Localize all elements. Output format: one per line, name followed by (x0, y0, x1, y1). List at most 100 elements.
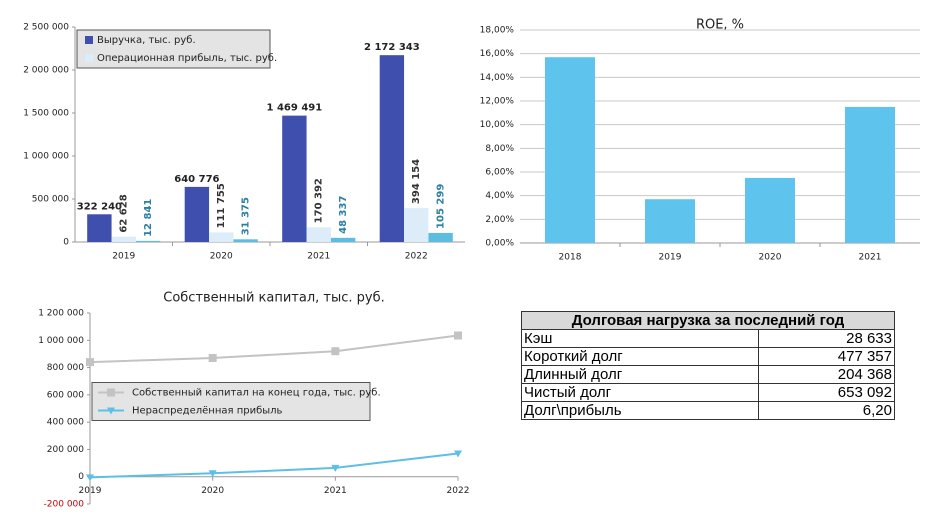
y-tick-label: 18,00% (480, 26, 515, 36)
y-tick-label: 800 000 (47, 363, 84, 373)
legend-label: Выручка, тыс. руб. (97, 35, 196, 46)
marker (331, 347, 340, 356)
y-tick-label: 6,00% (485, 168, 514, 178)
y-tick-label: 10,00% (480, 120, 515, 130)
chart-title: ROE, % (696, 18, 744, 33)
data-label: 48 337 (338, 196, 349, 234)
table-row: Долг\прибыль 6,20 (520, 401, 895, 420)
bar (209, 232, 234, 242)
table-row: Чистый долг 653 092 (520, 383, 895, 402)
y-tick-label: 2,00% (485, 215, 514, 225)
table-value: 477 357 (758, 347, 895, 366)
y-tick-label: 200 000 (47, 445, 84, 455)
x-tick-label: 2021 (324, 486, 347, 496)
table-label: Чистый долг (520, 383, 760, 402)
marker (331, 464, 340, 472)
bar (404, 208, 429, 242)
bar (845, 106, 895, 244)
y-tick-label: -200 000 (44, 500, 85, 510)
bar (428, 232, 453, 242)
legend-swatch (85, 54, 93, 62)
y-tick-label: 8,00% (485, 144, 514, 154)
chart-title: Собственный капитал, тыс. руб. (163, 291, 385, 306)
y-tick-label: 12,00% (480, 97, 515, 107)
data-label: 2 172 343 (364, 42, 420, 53)
bar (330, 237, 356, 242)
table-value: 28 633 (758, 329, 895, 348)
table-value: 653 092 (758, 383, 895, 402)
marker (208, 470, 217, 478)
marker (86, 474, 94, 482)
x-tick-label: 2022 (447, 486, 470, 496)
data-label: 111 755 (216, 183, 227, 228)
bar (379, 55, 405, 243)
legend-swatch (107, 388, 115, 397)
y-tick-label: 1 000 000 (38, 336, 84, 346)
line (89, 334, 459, 364)
legend-box (76, 29, 271, 69)
x-tick-label: 2022 (405, 252, 428, 262)
marker (86, 358, 94, 367)
data-label: 105 299 (436, 184, 447, 229)
x-tick-label: 2018 (559, 253, 582, 263)
bar (135, 240, 161, 242)
data-label: 62 628 (119, 194, 130, 232)
x-tick-label: 2020 (210, 252, 233, 262)
table-value: 6,20 (758, 401, 895, 420)
table-label: Короткий долг (520, 347, 760, 366)
y-tick-label: 1 500 000 (23, 109, 69, 119)
table-row: Длинный долг 204 368 (520, 365, 895, 384)
table-row: Короткий долг 477 357 (520, 347, 895, 366)
x-tick-label: 2020 (759, 253, 782, 263)
y-tick-label: 0 (63, 238, 69, 248)
y-tick-label: 2 000 000 (23, 66, 69, 76)
bar (184, 186, 210, 242)
x-tick-label: 2019 (79, 486, 102, 496)
x-tick-label: 2019 (659, 253, 682, 263)
bar (282, 115, 307, 242)
data-label: 12 841 (143, 199, 154, 237)
y-tick-label: 14,00% (480, 73, 515, 83)
marker (454, 331, 462, 340)
bar (306, 227, 331, 242)
table-header-row: Долговая нагрузка за последний год (521, 311, 895, 330)
debt-table: Долговая нагрузка за последний год Кэш 28… (520, 311, 895, 420)
table-title: Долговая нагрузка за последний год (521, 311, 895, 330)
data-label: 640 776 (174, 174, 219, 185)
y-tick-label: 0 (78, 472, 84, 482)
x-tick-label: 2020 (201, 486, 224, 496)
y-tick-label: 1 200 000 (38, 309, 84, 319)
table-label: Долг\прибыль (520, 401, 760, 420)
table-label: Длинный долг (520, 365, 760, 384)
line (89, 452, 459, 479)
data-label: 170 392 (314, 178, 325, 223)
data-label: 31 375 (241, 197, 252, 235)
y-tick-label: 500 000 (32, 195, 69, 205)
y-tick-label: 0,00% (485, 239, 514, 249)
table-row: Кэш 28 633 (520, 329, 895, 348)
table-label: Кэш (520, 329, 760, 348)
legend-label: Нераспределённая прибыль (132, 406, 283, 417)
y-tick-label: 400 000 (47, 418, 84, 428)
bar (545, 57, 595, 243)
y-tick-label: 4,00% (485, 191, 514, 201)
y-tick-label: 1 000 000 (23, 152, 69, 162)
table-value: 204 368 (758, 365, 895, 384)
bar (645, 199, 695, 243)
x-tick-label: 2021 (859, 253, 882, 263)
legend-label: Собственный капитал на конец года, тыс. … (132, 388, 381, 399)
bar (745, 177, 795, 243)
data-label: 322 240 (77, 201, 122, 212)
y-tick-label: 16,00% (480, 49, 515, 59)
y-tick-label: 600 000 (47, 390, 84, 400)
legend-swatch (107, 407, 115, 415)
y-tick-label: 2 500 000 (23, 23, 69, 33)
x-tick-label: 2021 (307, 252, 330, 262)
bar (233, 239, 258, 242)
legend-swatch (85, 36, 93, 44)
x-tick-label: 2019 (112, 252, 135, 262)
marker (454, 450, 462, 458)
legend-box (91, 382, 371, 421)
